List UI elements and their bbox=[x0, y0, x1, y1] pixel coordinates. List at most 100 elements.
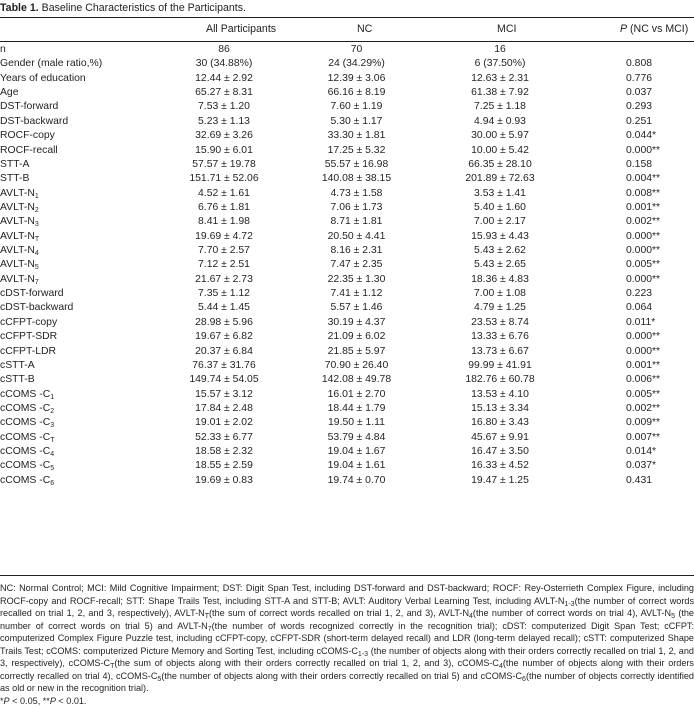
p-value-text: 0.037* bbox=[626, 459, 694, 473]
cell-mci: 12.63 ± 2.31 bbox=[425, 72, 575, 86]
table-caption: Baseline Characteristics of the Particip… bbox=[42, 2, 246, 14]
p-value-text: 0.004** bbox=[626, 172, 694, 186]
cell-all-participants: 15.90 ± 6.01 bbox=[160, 144, 288, 158]
cell-nc: 16.01 ± 2.70 bbox=[288, 388, 425, 402]
cell-all-participants: 76.37 ± 31.76 bbox=[160, 359, 288, 373]
cell-mci: 4.79 ± 1.25 bbox=[425, 301, 575, 315]
cell-nc: 12.39 ± 3.06 bbox=[288, 72, 425, 86]
cell-nc: 21.85 ± 5.97 bbox=[288, 345, 425, 359]
row-label-subscript: 3 bbox=[50, 422, 54, 429]
row-label-text: AVLT-N bbox=[0, 188, 35, 199]
cell-mci: 16 bbox=[425, 43, 575, 57]
row-label-subscript: 5 bbox=[35, 264, 39, 271]
row-label: n bbox=[0, 43, 160, 57]
row-label-text: DST-backward bbox=[0, 116, 68, 127]
row-label-text: cCFPT-SDR bbox=[0, 331, 57, 342]
row-label-text: Gender (male ratio,%) bbox=[0, 58, 102, 69]
cell-p-value: 0.000** bbox=[575, 330, 694, 344]
cell-p-value: 0.007** bbox=[575, 431, 694, 445]
p-value-text: 0.000** bbox=[626, 330, 694, 344]
cell-p-value: 0.014* bbox=[575, 445, 694, 459]
row-label-text: AVLT-N bbox=[0, 231, 35, 242]
cell-mci: 7.25 ± 1.18 bbox=[425, 100, 575, 114]
cell-all-participants: 149.74 ± 54.05 bbox=[160, 373, 288, 387]
cell-nc: 19.04 ± 1.67 bbox=[288, 445, 425, 459]
row-label-text: cCFPT-copy bbox=[0, 317, 57, 328]
significance-note: *P < 0.05, **P < 0.01. bbox=[0, 695, 694, 707]
row-label-subscript: 5 bbox=[50, 465, 54, 472]
cell-mci: 23.53 ± 8.74 bbox=[425, 316, 575, 330]
row-label-subscript: 2 bbox=[35, 207, 39, 214]
row-label-text: Years of education bbox=[0, 73, 86, 84]
header-all-participants: All Participants bbox=[206, 20, 276, 38]
row-label: cCOMS -C4 bbox=[0, 445, 160, 459]
cell-nc: 24 (34.29%) bbox=[288, 57, 425, 71]
row-label-text: cCOMS -C bbox=[0, 446, 50, 457]
p-value-text: 0.223 bbox=[626, 287, 694, 301]
cell-all-participants: 151.71 ± 52.06 bbox=[160, 172, 288, 186]
cell-nc: 30.19 ± 4.37 bbox=[288, 316, 425, 330]
abbreviations-note: NC: Normal Control; MCI: Mild Cognitive … bbox=[0, 582, 694, 695]
row-label-subscript: 6 bbox=[50, 480, 54, 487]
cell-all-participants: 19.69 ± 4.72 bbox=[160, 230, 288, 244]
cell-mci: 66.35 ± 28.10 bbox=[425, 158, 575, 172]
row-label: AVLT-NT bbox=[0, 230, 160, 244]
row-label-subscript: T bbox=[35, 236, 39, 243]
cell-mci: 99.99 ± 41.91 bbox=[425, 359, 575, 373]
table-title: Table 1. Baseline Characteristics of the… bbox=[0, 1, 246, 15]
row-label-subscript: 1 bbox=[35, 193, 39, 200]
row-label-text: AVLT-N bbox=[0, 202, 35, 213]
row-label-text: n bbox=[0, 44, 6, 55]
cell-p-value: 0.431 bbox=[575, 474, 694, 488]
cell-all-participants: 17.84 ± 2.48 bbox=[160, 402, 288, 416]
cell-nc: 33.30 ± 1.81 bbox=[288, 129, 425, 143]
cell-all-participants: 7.35 ± 1.12 bbox=[160, 287, 288, 301]
row-label: AVLT-N2 bbox=[0, 201, 160, 215]
cell-mci: 61.38 ± 7.92 bbox=[425, 86, 575, 100]
cell-nc: 142.08 ± 49.78 bbox=[288, 373, 425, 387]
p-value-text: 0.293 bbox=[626, 100, 694, 114]
cell-p-value: 0.000** bbox=[575, 345, 694, 359]
cell-p-value: 0.037* bbox=[575, 459, 694, 473]
p-value-text: 0.001** bbox=[626, 201, 694, 215]
cell-mci: 7.00 ± 1.08 bbox=[425, 287, 575, 301]
cell-p-value: 0.223 bbox=[575, 287, 694, 301]
row-label: AVLT-N1 bbox=[0, 187, 160, 201]
cell-all-participants: 21.67 ± 2.73 bbox=[160, 273, 288, 287]
p-value-text: 0.002** bbox=[626, 215, 694, 229]
cell-p-value: 0.004** bbox=[575, 172, 694, 186]
cell-mci: 13.73 ± 6.67 bbox=[425, 345, 575, 359]
row-label-subscript: 7 bbox=[35, 279, 39, 286]
p-value-text: 0.431 bbox=[626, 474, 694, 488]
cell-all-participants: 4.52 ± 1.61 bbox=[160, 187, 288, 201]
row-label-text: cCOMS -C bbox=[0, 417, 50, 428]
cell-mci: 182.76 ± 60.78 bbox=[425, 373, 575, 387]
cell-all-participants: 7.12 ± 2.51 bbox=[160, 258, 288, 272]
cell-p-value: 0.251 bbox=[575, 115, 694, 129]
p-value-text: 0.044* bbox=[626, 129, 694, 143]
row-label-subscript: 3 bbox=[35, 221, 39, 228]
cell-nc: 7.06 ± 1.73 bbox=[288, 201, 425, 215]
cell-mci: 13.33 ± 6.76 bbox=[425, 330, 575, 344]
table-figure: Table 1. Baseline Characteristics of the… bbox=[0, 0, 694, 683]
row-label: ROCF-copy bbox=[0, 129, 160, 143]
row-label: cCOMS -CT bbox=[0, 431, 160, 445]
cell-all-participants: 8.41 ± 1.98 bbox=[160, 215, 288, 229]
cell-nc: 66.16 ± 8.19 bbox=[288, 86, 425, 100]
p-value-text: 0.002** bbox=[626, 402, 694, 416]
cell-all-participants: 7.70 ± 2.57 bbox=[160, 244, 288, 258]
cell-p-value: 0.044* bbox=[575, 129, 694, 143]
cell-mci: 5.40 ± 1.60 bbox=[425, 201, 575, 215]
cell-mci: 10.00 ± 5.42 bbox=[425, 144, 575, 158]
cell-p-value: 0.002** bbox=[575, 402, 694, 416]
row-label-text: cCOMS -C bbox=[0, 432, 50, 443]
cell-p-value: 0.001** bbox=[575, 201, 694, 215]
